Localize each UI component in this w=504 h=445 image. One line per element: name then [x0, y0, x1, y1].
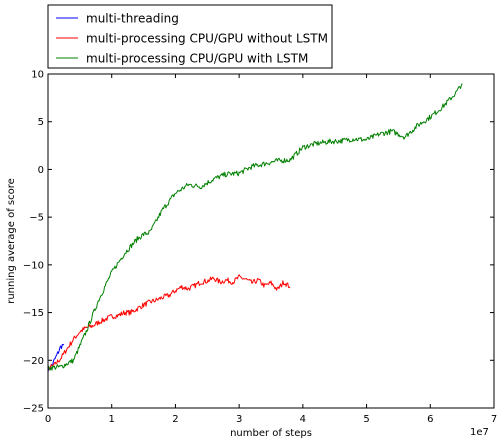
- plot-frame: [47, 73, 495, 409]
- y-tick-label: −15: [23, 308, 44, 319]
- x-tick-label: 5: [363, 414, 369, 425]
- legend-entry: multi-processing CPU/GPU without LSTM: [86, 32, 328, 46]
- y-tick-label: −20: [23, 356, 44, 367]
- x-tick-label: 7: [491, 414, 497, 425]
- x-tick-label: 4: [300, 414, 306, 425]
- x-axis-multiplier: 1e7: [470, 427, 489, 438]
- legend-entry: multi-threading: [86, 12, 179, 26]
- series-line-2: [47, 274, 291, 371]
- x-axis: 0 1 2 3 4 5 6 7: [45, 74, 497, 425]
- y-tick-label: −25: [23, 404, 44, 415]
- y-axis-label: running average of score: [6, 178, 17, 304]
- legend-box: [47, 4, 333, 69]
- legend: multi-threading multi-processing CPU/GPU …: [47, 4, 333, 69]
- x-axis-label: number of steps: [230, 428, 312, 439]
- y-tick-label: −10: [23, 260, 44, 271]
- x-tick-label: 3: [236, 414, 242, 425]
- legend-entry: multi-processing CPU/GPU with LSTM: [86, 52, 308, 66]
- series-line-3: [47, 83, 463, 371]
- y-tick-label: 10: [31, 70, 44, 81]
- x-tick-label: 0: [45, 414, 51, 425]
- plot-lines: [47, 83, 463, 373]
- x-tick-label: 6: [427, 414, 433, 425]
- y-axis: 10 5 0 −5 −10 −15 −20 −25: [23, 70, 494, 415]
- x-tick-label: 2: [172, 414, 178, 425]
- y-tick-label: −5: [29, 213, 44, 224]
- y-tick-label: 5: [38, 117, 44, 128]
- y-tick-label: 0: [38, 165, 44, 176]
- x-tick-label: 1: [109, 414, 115, 425]
